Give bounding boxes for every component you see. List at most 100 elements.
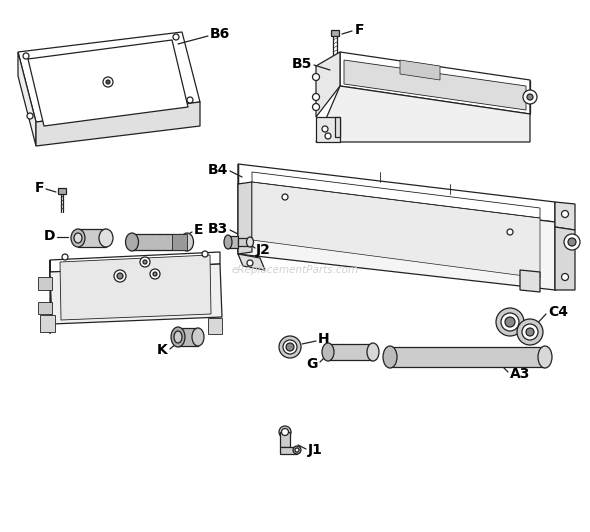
Text: F: F [34,181,44,195]
Circle shape [187,97,193,103]
Circle shape [527,94,533,100]
Ellipse shape [71,229,85,247]
Ellipse shape [283,340,297,354]
Polygon shape [178,328,198,346]
Polygon shape [400,60,440,80]
Text: B5: B5 [291,57,312,71]
Polygon shape [331,30,339,36]
Ellipse shape [286,343,294,351]
Circle shape [322,126,328,132]
Polygon shape [316,117,340,142]
Text: K: K [158,343,168,357]
Ellipse shape [293,446,301,454]
Polygon shape [238,164,555,222]
Polygon shape [132,234,187,250]
Ellipse shape [224,235,232,249]
Text: B6: B6 [210,27,230,41]
Text: H: H [318,332,330,346]
Polygon shape [280,432,290,447]
Circle shape [62,254,68,260]
Polygon shape [252,182,540,278]
Polygon shape [78,229,106,247]
Text: B4: B4 [208,163,228,177]
Circle shape [562,273,569,280]
Polygon shape [328,344,373,360]
Text: A3: A3 [510,367,530,381]
Ellipse shape [74,233,82,243]
Circle shape [313,104,320,111]
Polygon shape [340,52,530,114]
Polygon shape [238,184,555,290]
Text: B3: B3 [208,222,228,236]
Polygon shape [38,302,52,314]
Polygon shape [28,40,188,126]
Ellipse shape [322,343,334,361]
Text: C4: C4 [548,305,568,319]
Polygon shape [280,447,297,454]
Polygon shape [390,347,545,367]
Polygon shape [238,182,252,254]
Circle shape [313,94,320,101]
Circle shape [114,270,126,282]
Polygon shape [58,188,66,194]
Circle shape [282,194,288,200]
Polygon shape [18,32,200,122]
Polygon shape [18,52,36,146]
Text: eReplacementParts.com: eReplacementParts.com [231,265,359,275]
Circle shape [313,73,320,80]
Polygon shape [520,270,540,292]
Ellipse shape [181,233,194,251]
Ellipse shape [192,328,204,346]
Circle shape [564,234,580,250]
Ellipse shape [174,331,182,343]
Circle shape [143,260,147,264]
Ellipse shape [279,426,291,438]
Text: D: D [44,229,55,243]
Polygon shape [208,318,222,334]
Text: F: F [355,23,365,37]
Polygon shape [316,86,530,142]
Circle shape [117,273,123,279]
Circle shape [23,53,29,59]
Ellipse shape [295,448,299,452]
Ellipse shape [247,237,254,247]
Ellipse shape [517,319,543,345]
Ellipse shape [367,343,379,361]
Circle shape [153,272,157,276]
Circle shape [523,90,537,104]
Circle shape [106,80,110,84]
Ellipse shape [99,229,113,247]
Ellipse shape [383,346,397,368]
Polygon shape [36,102,200,146]
Polygon shape [50,252,220,272]
Polygon shape [344,60,526,110]
Polygon shape [238,254,265,270]
Circle shape [202,251,208,257]
Polygon shape [50,260,52,334]
Text: G: G [307,357,318,371]
Circle shape [140,257,150,267]
Circle shape [507,229,513,235]
Polygon shape [40,315,55,332]
Polygon shape [555,202,575,230]
Circle shape [27,113,33,119]
Circle shape [173,34,179,40]
Ellipse shape [496,308,524,336]
Polygon shape [60,255,211,320]
Polygon shape [316,52,340,117]
Ellipse shape [171,327,185,347]
Polygon shape [172,234,187,250]
Ellipse shape [501,313,519,331]
Polygon shape [228,236,238,248]
Circle shape [103,77,113,87]
Circle shape [150,269,160,279]
Text: J2: J2 [256,243,271,257]
Ellipse shape [281,428,289,436]
Polygon shape [335,117,340,137]
Ellipse shape [526,328,534,336]
Polygon shape [38,277,52,290]
Polygon shape [238,238,250,246]
Circle shape [325,133,331,139]
Circle shape [568,238,576,246]
Circle shape [247,260,253,266]
